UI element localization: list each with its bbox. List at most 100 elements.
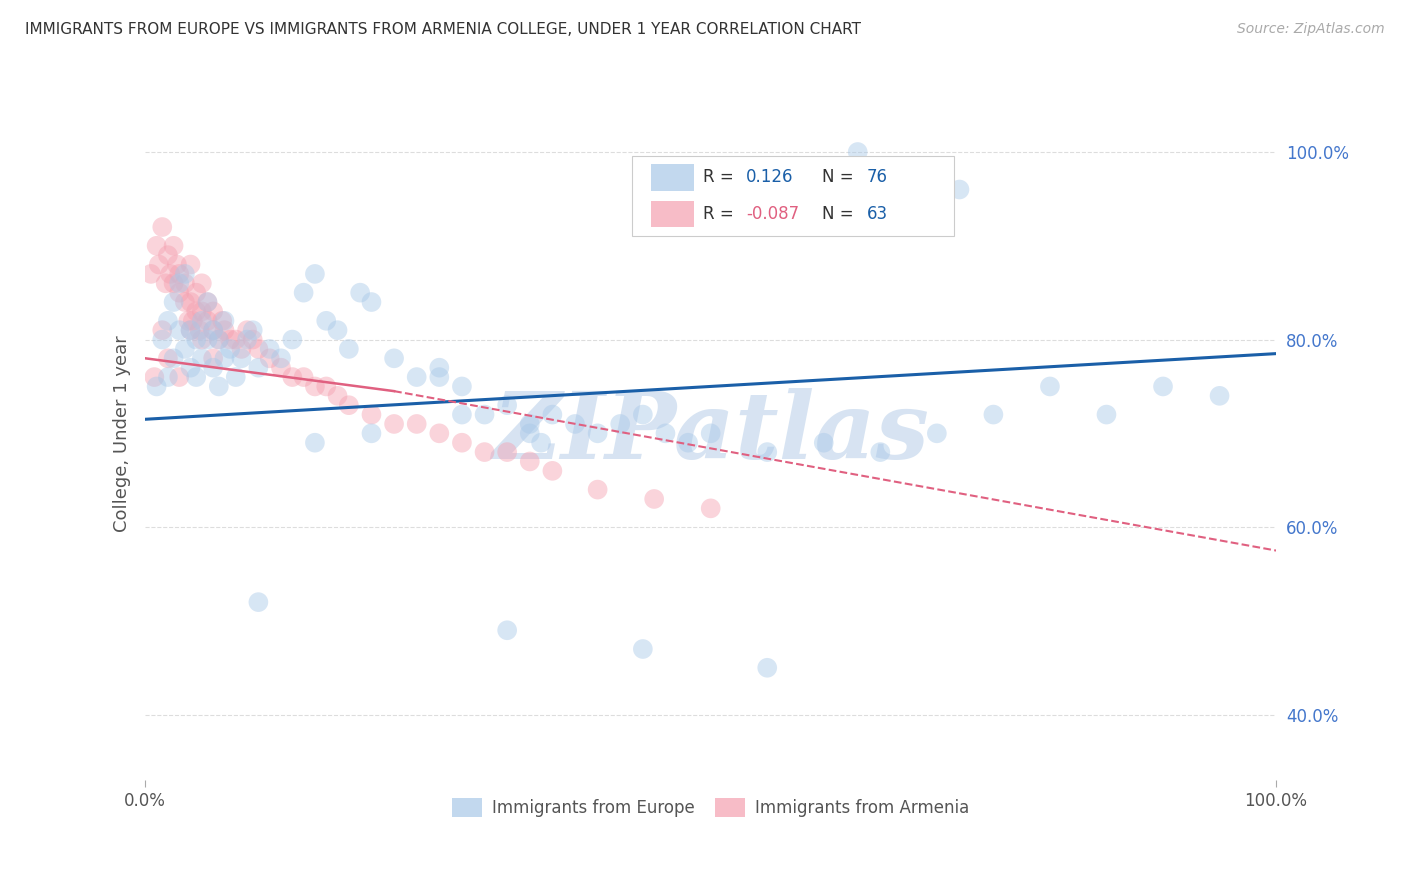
Point bbox=[451, 408, 474, 422]
Point bbox=[188, 323, 211, 337]
Point bbox=[219, 342, 242, 356]
Text: N =: N = bbox=[821, 169, 859, 186]
Point bbox=[186, 370, 208, 384]
Point bbox=[173, 267, 195, 281]
Point bbox=[315, 314, 337, 328]
Point bbox=[202, 323, 225, 337]
Point bbox=[143, 370, 166, 384]
Point bbox=[145, 239, 167, 253]
Point bbox=[167, 267, 190, 281]
Point bbox=[167, 277, 190, 291]
Point bbox=[586, 483, 609, 497]
Text: R =: R = bbox=[703, 205, 738, 223]
Point bbox=[474, 445, 496, 459]
Point bbox=[427, 370, 450, 384]
Point bbox=[427, 426, 450, 441]
Point bbox=[337, 342, 360, 356]
Point bbox=[181, 314, 204, 328]
Point bbox=[326, 389, 349, 403]
FancyBboxPatch shape bbox=[651, 164, 693, 191]
Point bbox=[208, 333, 231, 347]
Point bbox=[191, 333, 214, 347]
Point bbox=[166, 258, 188, 272]
Point bbox=[162, 351, 184, 366]
Point bbox=[219, 333, 242, 347]
Point bbox=[1095, 408, 1118, 422]
Point bbox=[225, 333, 247, 347]
Point bbox=[150, 333, 173, 347]
Point bbox=[173, 277, 195, 291]
Point bbox=[519, 417, 541, 431]
Point bbox=[145, 379, 167, 393]
Point bbox=[236, 333, 259, 347]
Point bbox=[496, 445, 519, 459]
Point bbox=[756, 661, 779, 675]
Point bbox=[382, 351, 405, 366]
Point bbox=[609, 417, 631, 431]
Y-axis label: College, Under 1 year: College, Under 1 year bbox=[114, 335, 131, 532]
Point bbox=[231, 351, 253, 366]
Point bbox=[173, 295, 195, 310]
Point bbox=[427, 360, 450, 375]
Point bbox=[167, 370, 190, 384]
Text: 0.126: 0.126 bbox=[745, 169, 793, 186]
Point bbox=[813, 435, 835, 450]
Point bbox=[586, 426, 609, 441]
Point bbox=[186, 285, 208, 300]
Point bbox=[405, 417, 427, 431]
Point bbox=[208, 379, 231, 393]
Point bbox=[236, 323, 259, 337]
Point bbox=[676, 435, 699, 450]
Point bbox=[150, 220, 173, 235]
Point bbox=[150, 323, 173, 337]
Point bbox=[270, 351, 292, 366]
Point bbox=[214, 351, 236, 366]
Point bbox=[948, 182, 970, 196]
Text: -0.087: -0.087 bbox=[745, 205, 799, 223]
Point bbox=[191, 277, 214, 291]
Point bbox=[139, 267, 162, 281]
Point bbox=[304, 267, 326, 281]
Point bbox=[304, 379, 326, 393]
Point bbox=[191, 304, 214, 318]
Point bbox=[564, 417, 586, 431]
Point bbox=[337, 398, 360, 412]
Point bbox=[191, 351, 214, 366]
Point bbox=[756, 445, 779, 459]
Point bbox=[180, 295, 202, 310]
Point bbox=[360, 408, 382, 422]
Point bbox=[155, 277, 177, 291]
Point bbox=[231, 342, 253, 356]
Point bbox=[197, 314, 219, 328]
Point bbox=[496, 624, 519, 638]
Point bbox=[197, 295, 219, 310]
Point bbox=[247, 595, 270, 609]
Text: R =: R = bbox=[703, 169, 738, 186]
Point bbox=[211, 314, 233, 328]
Point bbox=[326, 323, 349, 337]
FancyBboxPatch shape bbox=[631, 156, 953, 235]
Text: ZIPatlas: ZIPatlas bbox=[492, 388, 929, 478]
Point bbox=[519, 454, 541, 468]
Point bbox=[699, 501, 721, 516]
Point bbox=[167, 285, 190, 300]
Point bbox=[156, 351, 179, 366]
Point bbox=[214, 314, 236, 328]
Point bbox=[247, 360, 270, 375]
Point bbox=[180, 323, 202, 337]
Point bbox=[202, 323, 225, 337]
Point bbox=[382, 417, 405, 431]
Point bbox=[148, 258, 170, 272]
Point bbox=[202, 351, 225, 366]
Point bbox=[197, 333, 219, 347]
Point bbox=[159, 267, 181, 281]
Point bbox=[186, 333, 208, 347]
Point bbox=[162, 277, 184, 291]
Point bbox=[643, 491, 665, 506]
Point bbox=[173, 342, 195, 356]
Point bbox=[270, 360, 292, 375]
Point bbox=[186, 304, 208, 318]
Point bbox=[202, 304, 225, 318]
Point bbox=[202, 360, 225, 375]
Text: N =: N = bbox=[821, 205, 859, 223]
